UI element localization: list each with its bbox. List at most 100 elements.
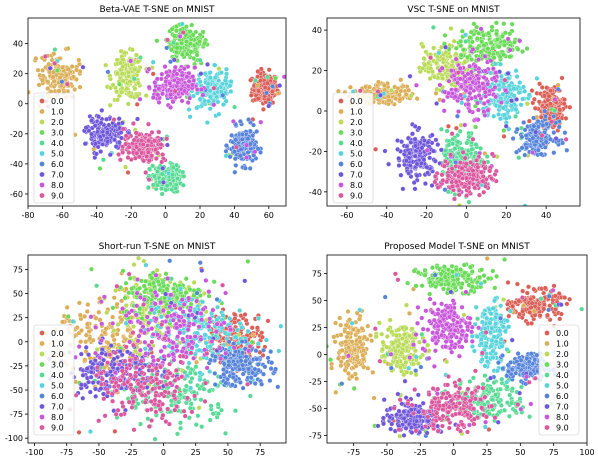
scatter-point (526, 92, 532, 98)
scatter-point (432, 173, 438, 179)
scatter-point (413, 143, 418, 149)
scatter-point (559, 75, 565, 81)
scatter-point (407, 150, 413, 156)
scatter-point (84, 321, 90, 327)
scatter-point (220, 102, 226, 108)
scatter-point (468, 85, 474, 91)
scatter-point (245, 150, 251, 155)
scatter-point (39, 77, 45, 83)
scatter-point (382, 83, 387, 89)
scatter-point (65, 66, 71, 72)
scatter-point (178, 286, 183, 292)
scatter-point (250, 332, 256, 338)
scatter-point (234, 327, 240, 333)
scatter-point (190, 32, 196, 38)
scatter-point (259, 330, 265, 336)
scatter-point (437, 82, 443, 88)
scatter-point (510, 136, 516, 141)
scatter-point (432, 179, 438, 185)
scatter-point (450, 141, 456, 147)
scatter-point (104, 310, 110, 316)
scatter-point (187, 95, 193, 101)
scatter-point (93, 151, 99, 157)
legend-label: 0.0 (51, 97, 64, 106)
scatter-point (465, 71, 471, 77)
x-tick-label: 60 (264, 211, 274, 220)
scatter-point (166, 170, 171, 176)
scatter-point (452, 94, 458, 100)
scatter-point (431, 45, 437, 51)
scatter-point (455, 70, 461, 76)
scatter-point (100, 223, 105, 228)
scatter-point (474, 36, 480, 41)
scatter-point (168, 104, 173, 110)
scatter-point (218, 70, 224, 76)
scatter-point (445, 123, 451, 129)
chart-panel-3: Short-run T-SNE on MNIST-100 -75 -50 -25 0 25… (5, 223, 287, 457)
scatter-point (414, 161, 420, 167)
scatter-point (208, 403, 214, 409)
scatter-point (458, 84, 464, 90)
scatter-point (183, 39, 189, 45)
scatter-point (443, 159, 448, 164)
scatter-point (530, 150, 536, 155)
scatter-point (277, 83, 283, 89)
scatter-point (469, 57, 475, 62)
scatter-point (155, 279, 161, 285)
scatter-point (508, 103, 514, 109)
scatter-point (551, 130, 557, 136)
scatter-point (120, 64, 126, 69)
scatter-point (89, 131, 95, 137)
scatter-point (464, 193, 470, 199)
scatter-point (249, 339, 255, 345)
scatter-point (139, 316, 145, 321)
scatter-point (373, 146, 379, 152)
scatter-point (503, 123, 509, 129)
scatter-point (96, 114, 102, 120)
scatter-point (143, 93, 149, 99)
scatter-point (504, 99, 510, 105)
scatter-point (197, 377, 203, 383)
scatter-point (105, 69, 111, 75)
x-tick-label: -20 (125, 211, 138, 220)
legend-marker (39, 119, 45, 125)
scatter-point (143, 262, 149, 268)
scatter-point (458, 52, 464, 58)
scatter-point (498, 61, 503, 67)
scatter-point (211, 85, 217, 91)
scatter-point (501, 133, 507, 139)
scatter-point (255, 96, 261, 102)
scatter-point (479, 169, 484, 175)
scatter-point (126, 144, 132, 150)
scatter-point (150, 95, 156, 101)
scatter-point (122, 295, 128, 301)
scatter-point (432, 74, 437, 80)
x-tick-label: 20 (501, 211, 511, 220)
scatter-point (410, 131, 415, 137)
scatter-point (123, 303, 129, 308)
scatter-point (497, 116, 503, 122)
legend-label: 6.0 (350, 160, 363, 169)
x-tick-label: 20 (195, 211, 205, 220)
scatter-point (135, 80, 141, 86)
scatter-point (190, 74, 196, 80)
scatter-point (475, 164, 481, 170)
scatter-point (276, 348, 282, 354)
scatter-point (153, 156, 159, 161)
scatter-point (200, 92, 206, 98)
scatter-point (151, 280, 156, 286)
scatter-point (406, 87, 412, 93)
scatter-point (82, 141, 88, 147)
scatter-point (105, 139, 111, 145)
scatter-point (481, 42, 487, 48)
scatter-point (367, 84, 372, 90)
scatter-point (484, 154, 490, 159)
y-tick-label: 20 (13, 70, 23, 79)
scatter-point (216, 111, 222, 117)
scatter-point (141, 283, 147, 289)
scatter-point (449, 183, 455, 189)
scatter-point (485, 46, 491, 52)
scatter-point (110, 305, 116, 311)
scatter-point (136, 154, 142, 160)
scatter-point (185, 365, 191, 370)
